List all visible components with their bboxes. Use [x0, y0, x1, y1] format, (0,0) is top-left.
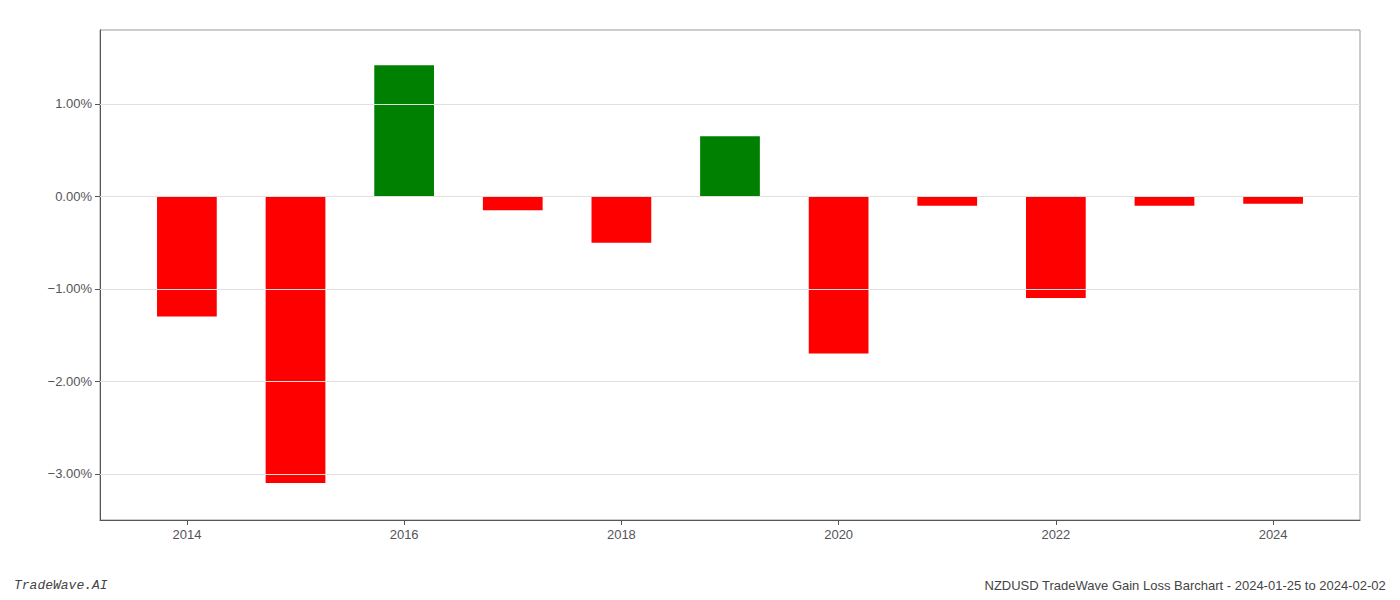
svg-text:2018: 2018 [607, 527, 636, 542]
svg-text:2020: 2020 [824, 527, 853, 542]
svg-text:NZDUSD TradeWave Gain Loss Bar: NZDUSD TradeWave Gain Loss Barchart - 20… [984, 578, 1385, 593]
svg-text:1.00%: 1.00% [55, 96, 92, 111]
svg-text:2022: 2022 [1041, 527, 1070, 542]
svg-text:−3.00%: −3.00% [48, 466, 93, 481]
svg-text:2024: 2024 [1259, 527, 1288, 542]
svg-text:0.00%: 0.00% [55, 189, 92, 204]
svg-text:−2.00%: −2.00% [48, 374, 93, 389]
svg-text:−1.00%: −1.00% [48, 281, 93, 296]
svg-text:TradeWave.AI: TradeWave.AI [14, 578, 108, 593]
svg-text:2014: 2014 [172, 527, 201, 542]
svg-text:2016: 2016 [390, 527, 419, 542]
